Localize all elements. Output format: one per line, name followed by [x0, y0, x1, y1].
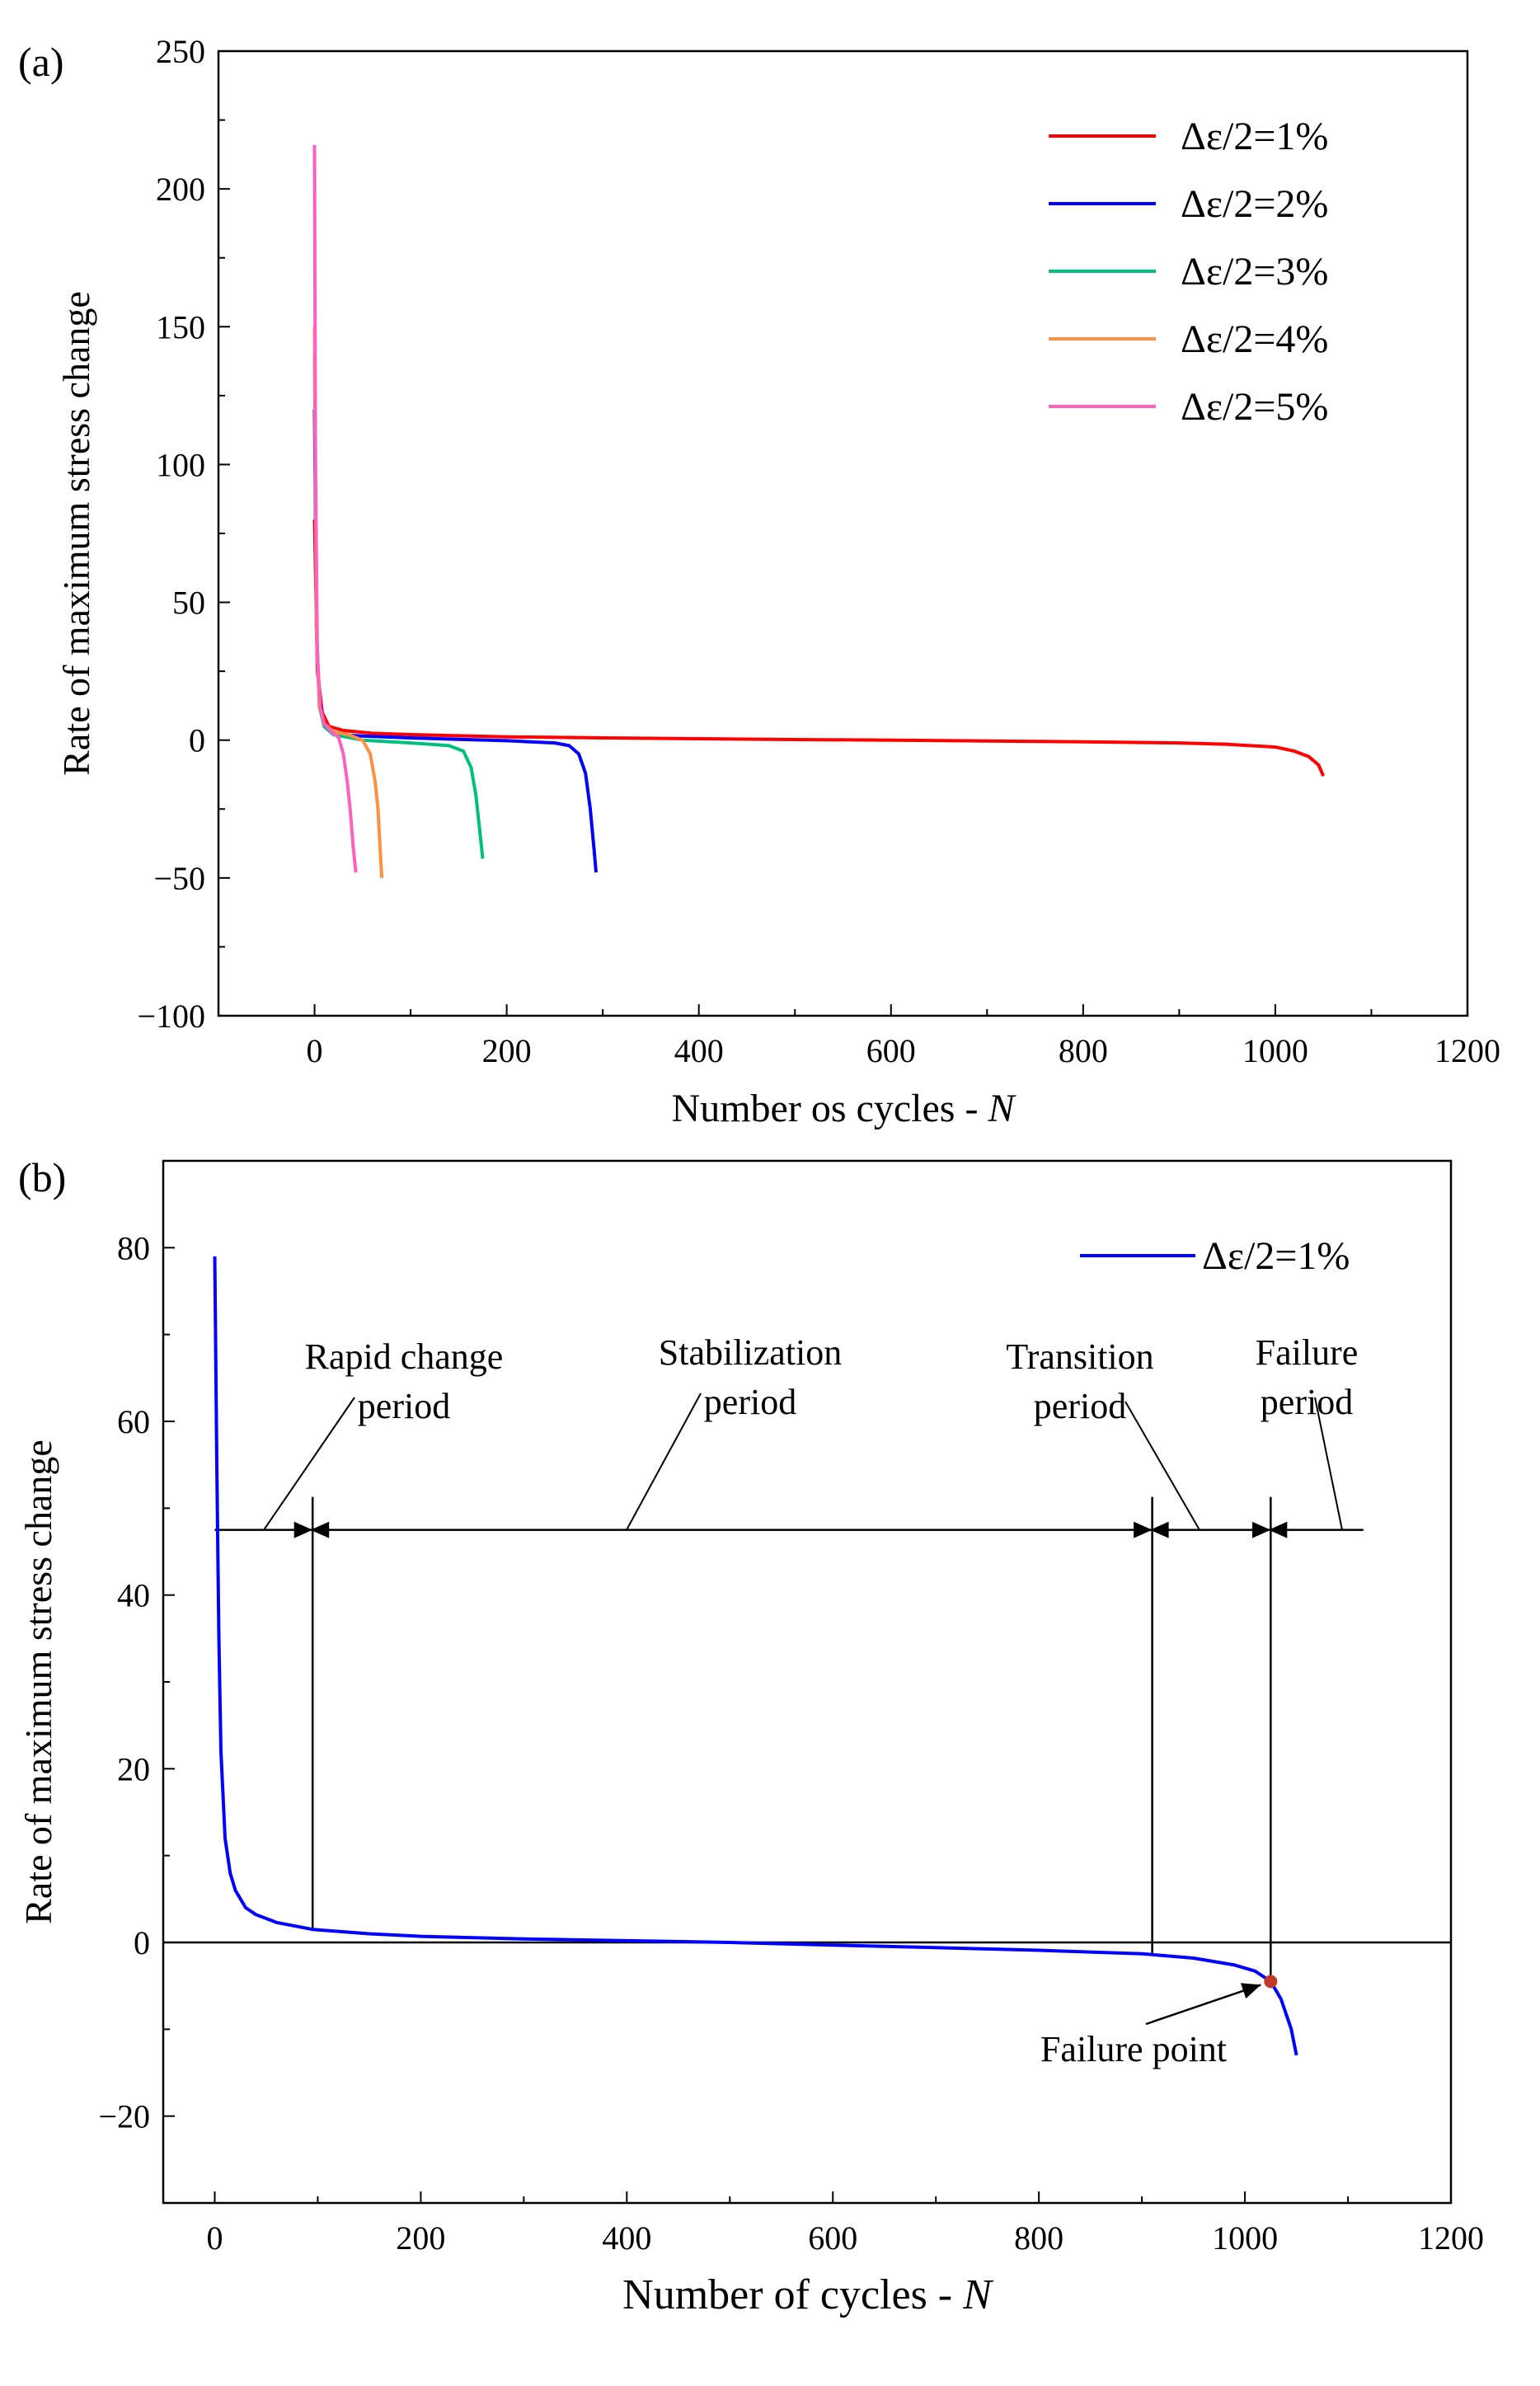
panel-b-x-tick-label: 600	[808, 2219, 857, 2257]
panel-b-y-tick-label: 20	[117, 1750, 150, 1787]
panel-a-y-tick-label: 150	[156, 308, 205, 345]
panel-b-failure-point-arrow	[1145, 1983, 1261, 2026]
panel-b-period-label: Failure	[1256, 1332, 1359, 1373]
panel-b-plot-frame	[162, 1159, 1453, 2205]
panel-b-series-line-1	[213, 1256, 1298, 2056]
panel-a-legend-label-4: Δε/2=4%	[1181, 317, 1328, 361]
panel-b-x-axis-label-variable: N	[962, 2271, 994, 2318]
panel-b-period-label: period	[704, 1382, 796, 1422]
panel-a-x-tick-label: 0	[307, 1032, 323, 1069]
panel-a-series-line-3	[312, 354, 485, 859]
panel-b-y-axis-label: Rate of maximum stress change	[17, 1440, 59, 1924]
panel-a-x-axis-label-text: Number os cycles -	[672, 1087, 988, 1130]
panel-b-period-label: period	[358, 1386, 450, 1426]
panel-a-y-tick-label: 0	[189, 722, 205, 759]
panel-a-x-tick-label: 1000	[1242, 1032, 1308, 1069]
panel-b-x-tick-label: 1000	[1212, 2219, 1278, 2257]
panel-b-period-leader	[263, 1397, 355, 1531]
panel-a-x-axis-label: Number os cycles - N	[672, 1087, 1017, 1130]
panel-b-period-label: Transition	[1006, 1336, 1153, 1377]
panel-a-legend-label-5: Δε/2=5%	[1181, 385, 1328, 429]
panel-b-period-label: period	[1034, 1386, 1126, 1426]
panel-a-y-tick-label: 200	[156, 171, 205, 208]
panel-b-x-axis-label-text: Number of cycles -	[622, 2271, 963, 2318]
panel-b-legend-label-1: Δε/2=1%	[1202, 1234, 1350, 1278]
panel-b-period-leader	[1124, 1401, 1200, 1531]
panel-b-x-tick-label: 1200	[1418, 2219, 1484, 2257]
panel-b-period-label: Stabilization	[659, 1332, 842, 1373]
panel-a-y-tick-label: 50	[172, 585, 205, 622]
panel-b-x-tick-label: 400	[602, 2219, 651, 2257]
panel-b-period-label: Rapid change	[305, 1336, 504, 1377]
panel-b-x-tick-label: 0	[206, 2219, 223, 2257]
panel-b-x-tick-label: 800	[1014, 2219, 1063, 2257]
panel-a-label: (a)	[18, 39, 64, 85]
panel-a-legend-label-1: Δε/2=1%	[1181, 115, 1328, 158]
panel-b-y-tick-label: −20	[98, 2098, 150, 2135]
panel-a-series-line-2	[312, 409, 598, 873]
panel-b-x-tick-label: 200	[396, 2219, 445, 2257]
panel-a-x-tick-label: 600	[866, 1032, 916, 1069]
panel-b-y-tick-label: 40	[117, 1577, 150, 1614]
panel-b-x-axis-label: Number of cycles - N	[622, 2271, 994, 2318]
panel-b-label: (b)	[18, 1154, 66, 1200]
panel-a-legend-label-2: Δε/2=2%	[1181, 182, 1328, 226]
panel-b-y-tick-label: 0	[134, 1924, 150, 1961]
panel-b-y-tick-label: 60	[117, 1403, 150, 1440]
panel-a-y-tick-label: −50	[153, 860, 205, 897]
panel-a-y-axis-label: Rate of maximum stress change	[55, 291, 97, 776]
panel-a-x-axis-label-variable: N	[987, 1087, 1016, 1130]
panel-b-period-label: period	[1261, 1382, 1353, 1422]
panel-a-x-tick-label: 200	[482, 1032, 532, 1069]
panel-a-x-tick-label: 800	[1059, 1032, 1108, 1069]
panel-b-y-tick-label: 80	[117, 1229, 150, 1266]
panel-a-legend-label-3: Δε/2=3%	[1181, 250, 1328, 294]
panel-a-y-tick-label: 250	[156, 33, 205, 70]
panel-a-x-tick-label: 1200	[1434, 1032, 1500, 1069]
panel-a-series-line-5	[312, 144, 358, 873]
panel-a-y-tick-label: −100	[137, 998, 205, 1035]
panel-a-y-tick-label: 100	[156, 446, 205, 483]
panel-a-x-tick-label: 400	[674, 1032, 724, 1069]
panel-b-period-leader	[1314, 1397, 1343, 1530]
panel-b-failure-point-marker	[1264, 1975, 1278, 1989]
panel-b-failure-point-label: Failure point	[1040, 2029, 1227, 2069]
panel-b-period-leader	[626, 1393, 702, 1531]
panel-a-series-line-1	[312, 519, 1326, 777]
